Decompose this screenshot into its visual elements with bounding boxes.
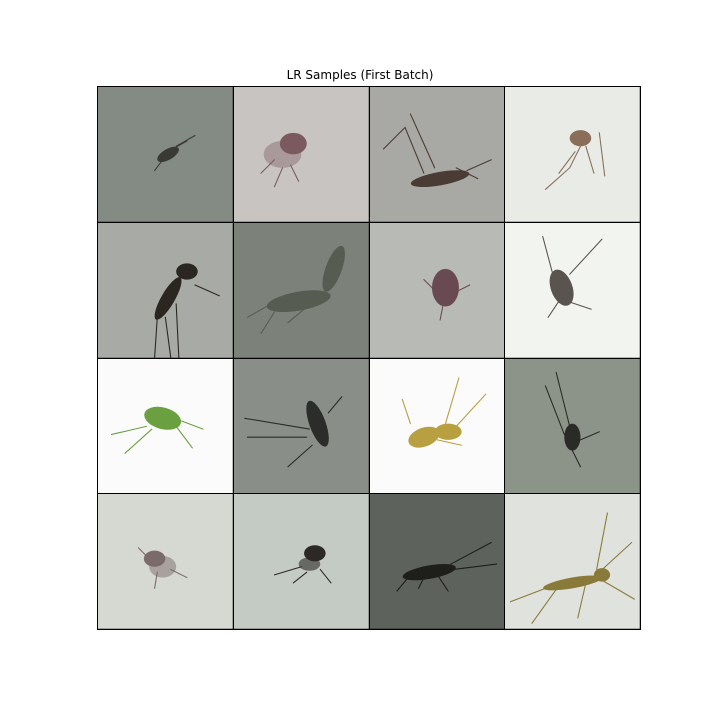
sample-tile-r2c1 <box>98 222 233 358</box>
sample-tile-r4c1 <box>98 494 233 629</box>
mosquito-image <box>369 222 505 358</box>
sample-tile-r2c3 <box>369 222 505 358</box>
sample-tile-r3c3 <box>369 358 505 494</box>
sample-tile-r1c4 <box>505 87 640 222</box>
mosquito-image <box>369 87 505 222</box>
sample-tile-r4c2 <box>233 494 369 629</box>
mosquito-image <box>233 494 369 629</box>
sample-tile-r4c4 <box>505 494 640 629</box>
mosquito-image <box>505 87 640 222</box>
sample-tile-r3c4 <box>505 358 640 494</box>
mosquito-image <box>505 222 640 358</box>
sample-tile-r1c2 <box>233 87 369 222</box>
figure-title: LR Samples (First Batch) <box>286 68 434 82</box>
mosquito-image <box>233 87 369 222</box>
sample-tile-r2c4 <box>505 222 640 358</box>
mosquito-image <box>233 358 369 494</box>
mosquito-image <box>98 494 233 629</box>
mosquito-image <box>98 222 233 358</box>
mosquito-image <box>369 494 505 629</box>
mosquito-image <box>233 222 369 358</box>
sample-tile-r1c1 <box>98 87 233 222</box>
mosquito-image <box>98 358 233 494</box>
sample-tile-r2c2 <box>233 222 369 358</box>
sample-tile-r1c3 <box>369 87 505 222</box>
mosquito-image <box>98 87 233 222</box>
mosquito-image <box>505 494 640 629</box>
sample-image-grid <box>97 86 641 630</box>
sample-tile-r3c1 <box>98 358 233 494</box>
mosquito-image <box>505 358 640 494</box>
sample-tile-r3c2 <box>233 358 369 494</box>
sample-tile-r4c3 <box>369 494 505 629</box>
mosquito-image <box>369 358 505 494</box>
